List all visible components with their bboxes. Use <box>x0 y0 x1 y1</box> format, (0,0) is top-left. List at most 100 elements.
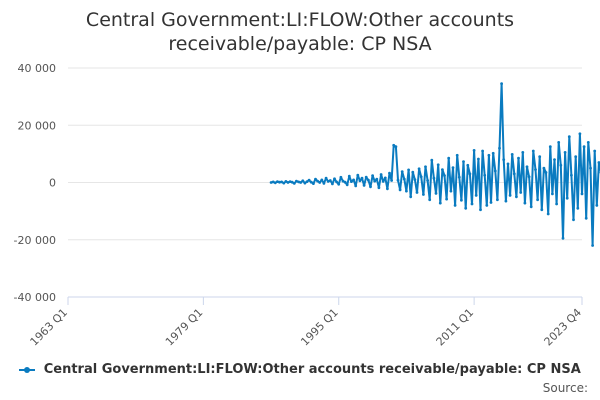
data-point[interactable] <box>371 174 374 178</box>
data-point[interactable] <box>314 177 317 181</box>
data-point[interactable] <box>297 180 300 184</box>
data-point[interactable] <box>419 175 423 179</box>
data-point[interactable] <box>328 179 332 182</box>
data-point[interactable] <box>409 195 413 199</box>
data-point[interactable] <box>447 156 451 160</box>
data-point[interactable] <box>470 202 474 206</box>
data-point[interactable] <box>307 178 311 182</box>
data-point[interactable] <box>464 206 468 210</box>
data-point[interactable] <box>320 178 324 182</box>
data-point[interactable] <box>531 149 535 153</box>
data-point[interactable] <box>269 181 273 184</box>
data-point[interactable] <box>362 184 366 187</box>
data-point[interactable] <box>400 170 404 174</box>
data-point[interactable] <box>449 189 453 193</box>
data-point[interactable] <box>280 180 283 184</box>
data-point[interactable] <box>553 158 556 162</box>
data-point[interactable] <box>542 166 546 170</box>
data-point[interactable] <box>491 151 495 155</box>
data-point[interactable] <box>502 158 506 162</box>
data-point[interactable] <box>322 182 326 185</box>
data-point[interactable] <box>436 163 440 167</box>
data-point[interactable] <box>341 179 345 183</box>
data-point[interactable] <box>339 175 343 179</box>
data-point[interactable] <box>451 166 455 170</box>
data-point[interactable] <box>477 157 480 161</box>
data-point[interactable] <box>508 194 512 197</box>
data-point[interactable] <box>407 168 410 172</box>
data-point[interactable] <box>417 167 421 171</box>
data-point[interactable] <box>561 236 565 240</box>
data-point[interactable] <box>519 191 523 194</box>
data-point[interactable] <box>424 165 427 169</box>
data-point[interactable] <box>498 146 501 150</box>
data-point[interactable] <box>360 176 364 180</box>
data-point[interactable] <box>394 145 398 149</box>
data-point[interactable] <box>529 205 533 209</box>
data-point[interactable] <box>584 216 588 220</box>
data-point[interactable] <box>597 161 600 164</box>
data-point[interactable] <box>337 182 341 186</box>
data-point[interactable] <box>525 165 529 169</box>
data-point[interactable] <box>369 185 372 189</box>
data-point[interactable] <box>398 188 402 192</box>
data-point[interactable] <box>544 171 548 174</box>
data-point[interactable] <box>405 189 408 193</box>
data-point[interactable] <box>356 173 360 177</box>
legend[interactable]: Central Government:LI:FLOW:Other account… <box>0 362 600 377</box>
data-point[interactable] <box>413 178 417 182</box>
data-point[interactable] <box>305 180 309 184</box>
data-point[interactable] <box>474 194 478 197</box>
data-point[interactable] <box>276 180 279 184</box>
data-point[interactable] <box>582 145 586 149</box>
data-point[interactable] <box>479 208 482 212</box>
data-point[interactable] <box>576 206 580 210</box>
data-point[interactable] <box>352 178 355 182</box>
data-point[interactable] <box>301 179 305 183</box>
data-point[interactable] <box>567 135 571 139</box>
data-point[interactable] <box>381 180 385 183</box>
data-point[interactable] <box>273 181 277 185</box>
data-point[interactable] <box>324 176 328 180</box>
data-point[interactable] <box>379 173 383 176</box>
data-point[interactable] <box>284 180 288 183</box>
data-point[interactable] <box>551 192 554 196</box>
data-point[interactable] <box>570 173 573 177</box>
data-point[interactable] <box>282 181 286 185</box>
data-point[interactable] <box>335 180 338 184</box>
data-point[interactable] <box>455 153 459 157</box>
data-point[interactable] <box>472 149 476 152</box>
data-point[interactable] <box>555 202 558 206</box>
data-point[interactable] <box>593 149 597 153</box>
data-point[interactable] <box>445 197 448 201</box>
data-point[interactable] <box>316 179 319 183</box>
data-point[interactable] <box>523 201 527 205</box>
data-point[interactable] <box>377 186 381 190</box>
data-point[interactable] <box>386 187 389 191</box>
data-point[interactable] <box>489 201 493 204</box>
data-point[interactable] <box>559 163 563 167</box>
data-point[interactable] <box>512 172 516 176</box>
data-point[interactable] <box>468 172 472 176</box>
data-point[interactable] <box>343 180 347 184</box>
data-point[interactable] <box>500 82 503 86</box>
data-point[interactable] <box>347 174 351 178</box>
data-point[interactable] <box>390 179 393 182</box>
data-point[interactable] <box>303 181 307 185</box>
data-point[interactable] <box>493 169 497 173</box>
data-point[interactable] <box>580 192 584 196</box>
data-point[interactable] <box>521 151 525 154</box>
data-point[interactable] <box>517 156 520 160</box>
data-point[interactable] <box>309 180 313 184</box>
data-point[interactable] <box>506 162 510 166</box>
data-point[interactable] <box>565 196 569 200</box>
data-point[interactable] <box>557 141 561 144</box>
data-point[interactable] <box>354 184 358 188</box>
data-point[interactable] <box>411 170 415 174</box>
data-point[interactable] <box>515 195 518 199</box>
data-point[interactable] <box>462 160 465 164</box>
data-point[interactable] <box>546 212 550 216</box>
data-point[interactable] <box>286 181 290 184</box>
data-point[interactable] <box>432 176 436 180</box>
data-point[interactable] <box>333 177 336 181</box>
